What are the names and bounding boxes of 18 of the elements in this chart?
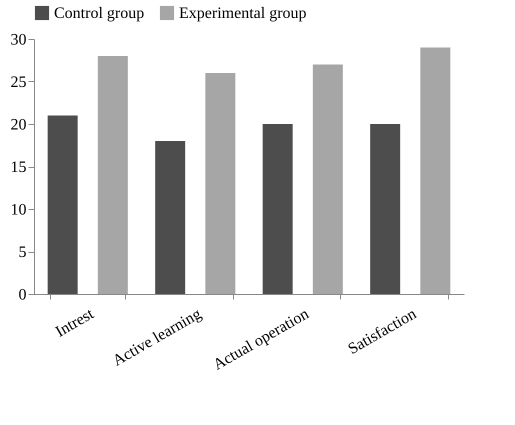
legend-label: Experimental group [179, 5, 307, 22]
bar [262, 124, 293, 294]
legend-label: Control group [54, 5, 144, 22]
bar [48, 116, 78, 294]
y-tick-label: 15 [10, 159, 26, 176]
y-tick-label: 5 [18, 244, 26, 261]
bar [155, 141, 186, 294]
x-tick-label: Intrest [52, 305, 98, 341]
y-tick-label: 0 [18, 286, 26, 304]
bar [420, 48, 450, 294]
bar [370, 124, 400, 294]
bar [312, 64, 343, 294]
y-tick-label: 25 [10, 74, 26, 91]
bar [98, 56, 128, 294]
y-tick-label: 30 [10, 32, 26, 48]
bar [205, 73, 236, 294]
y-tick-label: 20 [10, 116, 26, 134]
y-tick-label: 10 [10, 202, 26, 218]
